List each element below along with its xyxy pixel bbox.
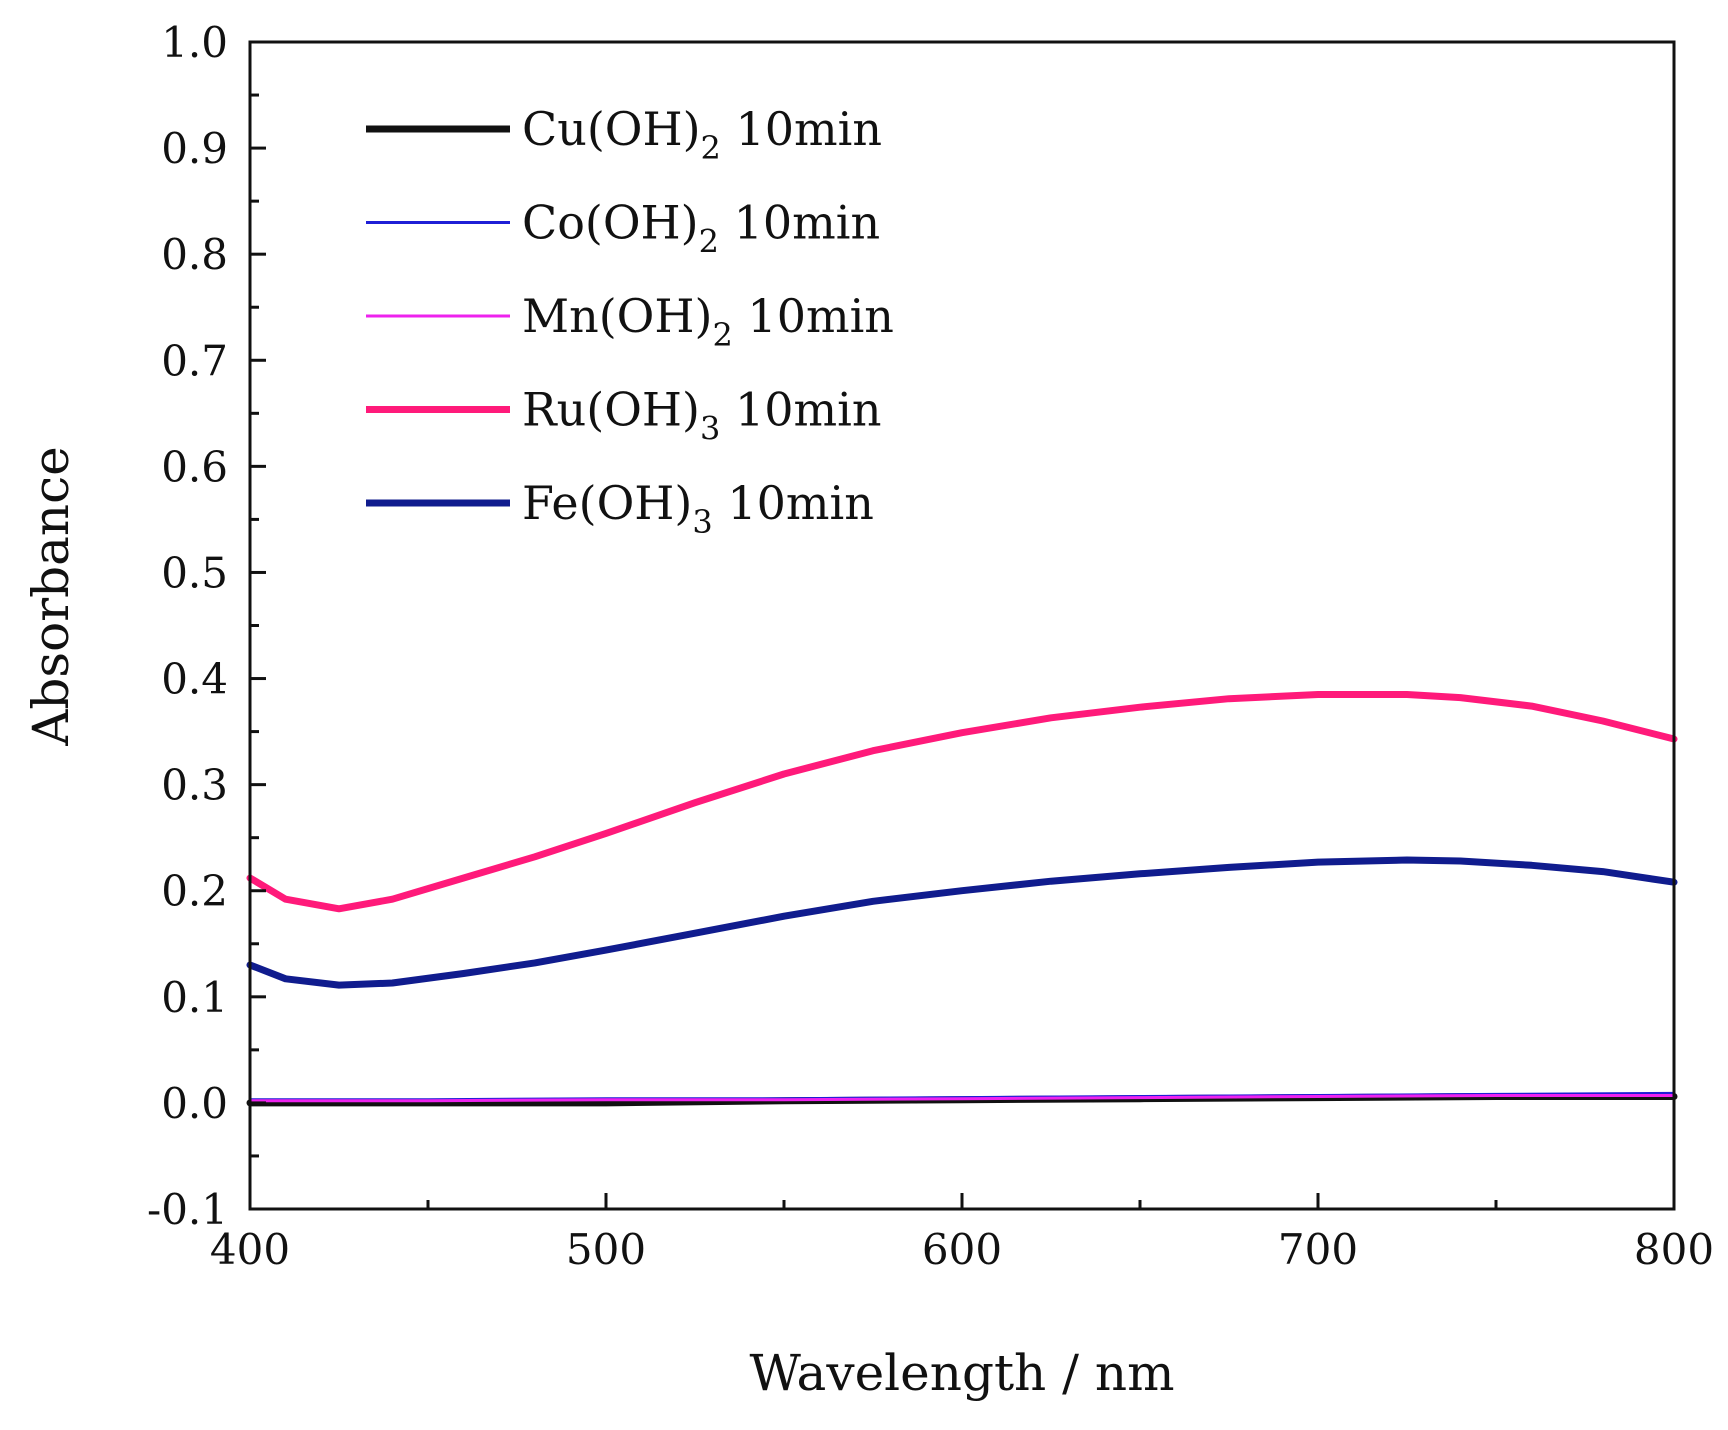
x-tick-label: 600 — [922, 1225, 1002, 1274]
plot-frame — [248, 40, 1676, 1211]
y-tick-label: 0.4 — [161, 655, 228, 704]
x-tick-label: 400 — [210, 1225, 290, 1274]
legend-label: Fe(OH)3 10min — [522, 476, 874, 541]
legend: Cu(OH)2 10min Co(OH)2 10min Mn(OH)2 10min R… — [366, 102, 894, 541]
x-tick-label: 500 — [566, 1225, 646, 1274]
y-tick-label: 0.3 — [161, 761, 228, 810]
y-tick-label: 0.0 — [161, 1079, 228, 1128]
y-tick-label: 0.2 — [161, 867, 228, 916]
y-tick-label: 0.7 — [161, 336, 228, 385]
y-tick-label: 0.8 — [161, 230, 228, 279]
y-tick-label: 1.0 — [161, 18, 228, 67]
x-tick-label: 700 — [1278, 1225, 1358, 1274]
y-tick-label: 0.6 — [161, 442, 228, 491]
series-layer — [246, 691, 1678, 1107]
series-line-4 — [246, 691, 1678, 913]
legend-label: Ru(OH)3 10min — [522, 383, 881, 448]
legend-label: Mn(OH)2 10min — [522, 289, 894, 354]
legend-label: Cu(OH)2 10min — [522, 102, 882, 167]
series-line-5 — [246, 856, 1678, 989]
y-axis-ticks: -0.1 0.0 0.1 0.2 0.3 0.4 0.5 0.6 0.7 0.8 0.9 1.0 — [147, 18, 266, 1234]
x-tick-label: 800 — [1634, 1225, 1714, 1274]
series-line-3 — [248, 1094, 1676, 1103]
x-axis-ticks: 400 500 600 700 800 — [210, 1193, 1714, 1274]
y-tick-label: -0.1 — [147, 1185, 228, 1234]
legend-label: Co(OH)2 10min — [522, 196, 880, 261]
y-tick-label: 0.5 — [161, 548, 228, 597]
x-axis-title: Wavelength / nm — [749, 1344, 1174, 1402]
plot-background — [250, 42, 1674, 1209]
y-tick-label: 0.9 — [161, 124, 228, 173]
y-axis-title: Absorbance — [22, 446, 80, 746]
y-tick-label: 0.1 — [161, 973, 228, 1022]
